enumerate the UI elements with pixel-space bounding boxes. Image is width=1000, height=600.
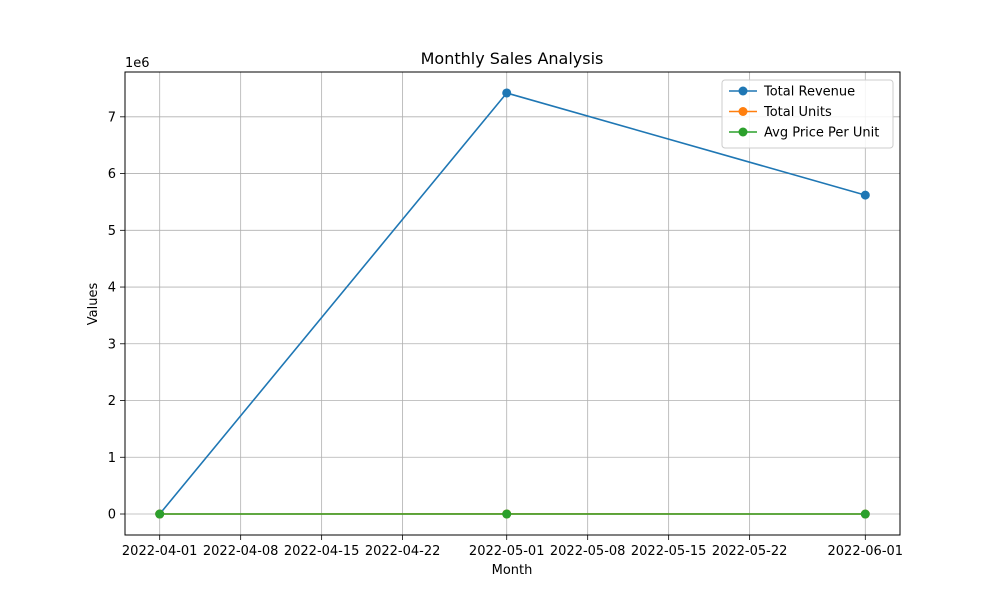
legend-marker	[738, 86, 748, 96]
y-scale-label: 1e6	[125, 56, 150, 71]
data-point	[860, 190, 870, 200]
chart-title: Monthly Sales Analysis	[421, 49, 604, 68]
y-tick-label: 5	[108, 224, 116, 239]
legend-label: Total Revenue	[763, 85, 855, 100]
x-tick-label: 2022-04-15	[284, 544, 360, 559]
x-tick-label: 2022-04-01	[122, 544, 198, 559]
y-tick-label: 3	[108, 337, 116, 352]
series-layer	[155, 88, 870, 519]
legend: Total Revenue Total Units Avg Price Per Un…	[721, 79, 894, 149]
legend-box	[721, 79, 894, 149]
x-tick-label: 2022-04-08	[203, 544, 279, 559]
plot-frame	[124, 71, 901, 536]
legend-label: Total Units	[763, 105, 832, 120]
y-tick-label: 2	[108, 394, 116, 409]
x-tick-label: 2022-05-08	[550, 544, 626, 559]
y-axis-ticks: 0 1 2 3 4 5 6 7	[108, 110, 125, 523]
x-tick-label: 2022-05-01	[469, 544, 545, 559]
legend-label: Avg Price Per Unit	[764, 126, 879, 141]
x-axis-label: Month	[492, 563, 533, 578]
data-point	[860, 509, 870, 519]
data-point	[155, 509, 165, 519]
y-tick-label: 1	[108, 451, 116, 466]
x-axis-ticks: 2022-04-01 2022-04-08 2022-04-15 2022-04-22…	[122, 535, 903, 559]
y-tick-label: 4	[108, 281, 116, 296]
y-axis-label: Values	[86, 283, 101, 326]
data-point	[502, 88, 512, 98]
series-avg-price-per-unit	[155, 509, 870, 519]
legend-marker	[738, 127, 748, 137]
x-tick-label: 2022-05-15	[631, 544, 707, 559]
legend-marker	[738, 107, 748, 116]
plot-background	[125, 72, 900, 535]
x-tick-label: 2022-06-01	[828, 544, 904, 559]
y-tick-label: 7	[108, 110, 116, 125]
data-point	[502, 509, 512, 519]
y-tick-label: 6	[108, 167, 116, 182]
y-tick-label: 0	[108, 508, 116, 523]
x-tick-label: 2022-05-22	[712, 544, 788, 559]
x-tick-label: 2022-04-22	[365, 544, 441, 559]
